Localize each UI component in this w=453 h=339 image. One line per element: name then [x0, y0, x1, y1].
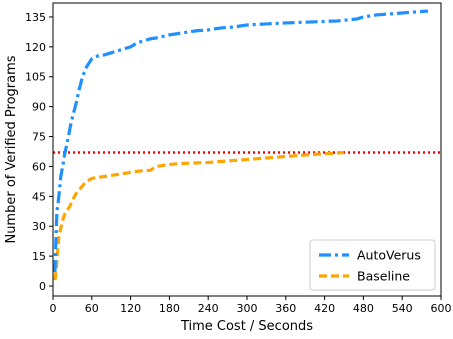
y-tick-label: 30 [32, 220, 46, 233]
y-tick-label: 105 [25, 71, 46, 84]
y-tick-label: 60 [32, 160, 46, 173]
x-tick-label: 0 [50, 302, 57, 315]
legend: AutoVerus Baseline [309, 239, 436, 291]
y-tick-label: 45 [32, 190, 46, 203]
y-tick-label: 90 [32, 101, 46, 114]
x-tick-label: 240 [198, 302, 219, 315]
x-tick-label: 300 [237, 302, 258, 315]
y-tick-label: 0 [39, 280, 46, 293]
x-tick-label: 600 [431, 302, 452, 315]
y-tick-label: 75 [32, 131, 46, 144]
y-tick-label: 120 [25, 41, 46, 54]
x-tick-label: 540 [392, 302, 413, 315]
y-axis-label: Number of Verified Programs [4, 55, 19, 243]
x-axis-label: Time Cost / Seconds [180, 319, 313, 334]
series-line-autoverus [53, 9, 429, 273]
x-tick-label: 120 [120, 302, 141, 315]
x-tick-label: 60 [85, 302, 99, 315]
series-line-baseline [53, 150, 345, 281]
x-tick-label: 360 [275, 302, 296, 315]
legend-label-autoverus: AutoVerus [357, 248, 421, 263]
legend-label-baseline: Baseline [357, 269, 410, 284]
x-tick-label: 480 [353, 302, 374, 315]
y-tick-label: 135 [25, 11, 46, 24]
x-tick-label: 420 [314, 302, 335, 315]
legend-box [309, 239, 436, 291]
y-tick-label: 15 [32, 250, 46, 263]
x-tick-label: 180 [159, 302, 180, 315]
